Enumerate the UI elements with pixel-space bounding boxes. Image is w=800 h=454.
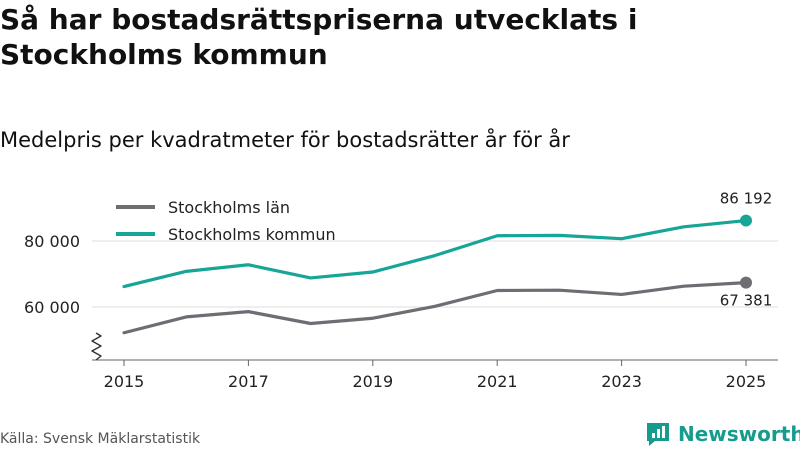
series-end-label: 86 192 (720, 190, 773, 208)
series-end-label: 67 381 (720, 292, 773, 310)
legend-label: Stockholms län (168, 198, 290, 217)
newsworthy-logo-icon (647, 423, 669, 446)
axis-break-icon (91, 332, 102, 361)
chart-subtitle: Medelpris per kvadratmeter för bostadsrä… (0, 128, 570, 152)
brand-logo[interactable]: Newsworthy (645, 421, 800, 447)
x-tick-label: 2025 (726, 372, 767, 391)
series-line-stockholms-kommun (122, 218, 748, 289)
x-tick-label: 2021 (477, 372, 518, 391)
legend-label: Stockholms kommun (168, 225, 336, 244)
x-tick-label: 2019 (352, 372, 393, 391)
series-end-point (740, 276, 752, 289)
brand-name: Newsworthy (678, 422, 800, 446)
x-tick-label: 2017 (228, 372, 269, 391)
series-line-stockholms-lan (122, 281, 748, 335)
y-tick-label: 80 000 (24, 232, 80, 251)
x-tick-label: 2023 (601, 372, 642, 391)
y-tick-label: 60 000 (24, 298, 80, 317)
chart-title: Så har bostadsrättspriserna utvecklats i… (0, 3, 638, 71)
series-end-point (740, 214, 752, 227)
source-note: Källa: Svensk Mäklarstatistik (0, 431, 201, 447)
x-tick-label: 2015 (104, 372, 145, 391)
